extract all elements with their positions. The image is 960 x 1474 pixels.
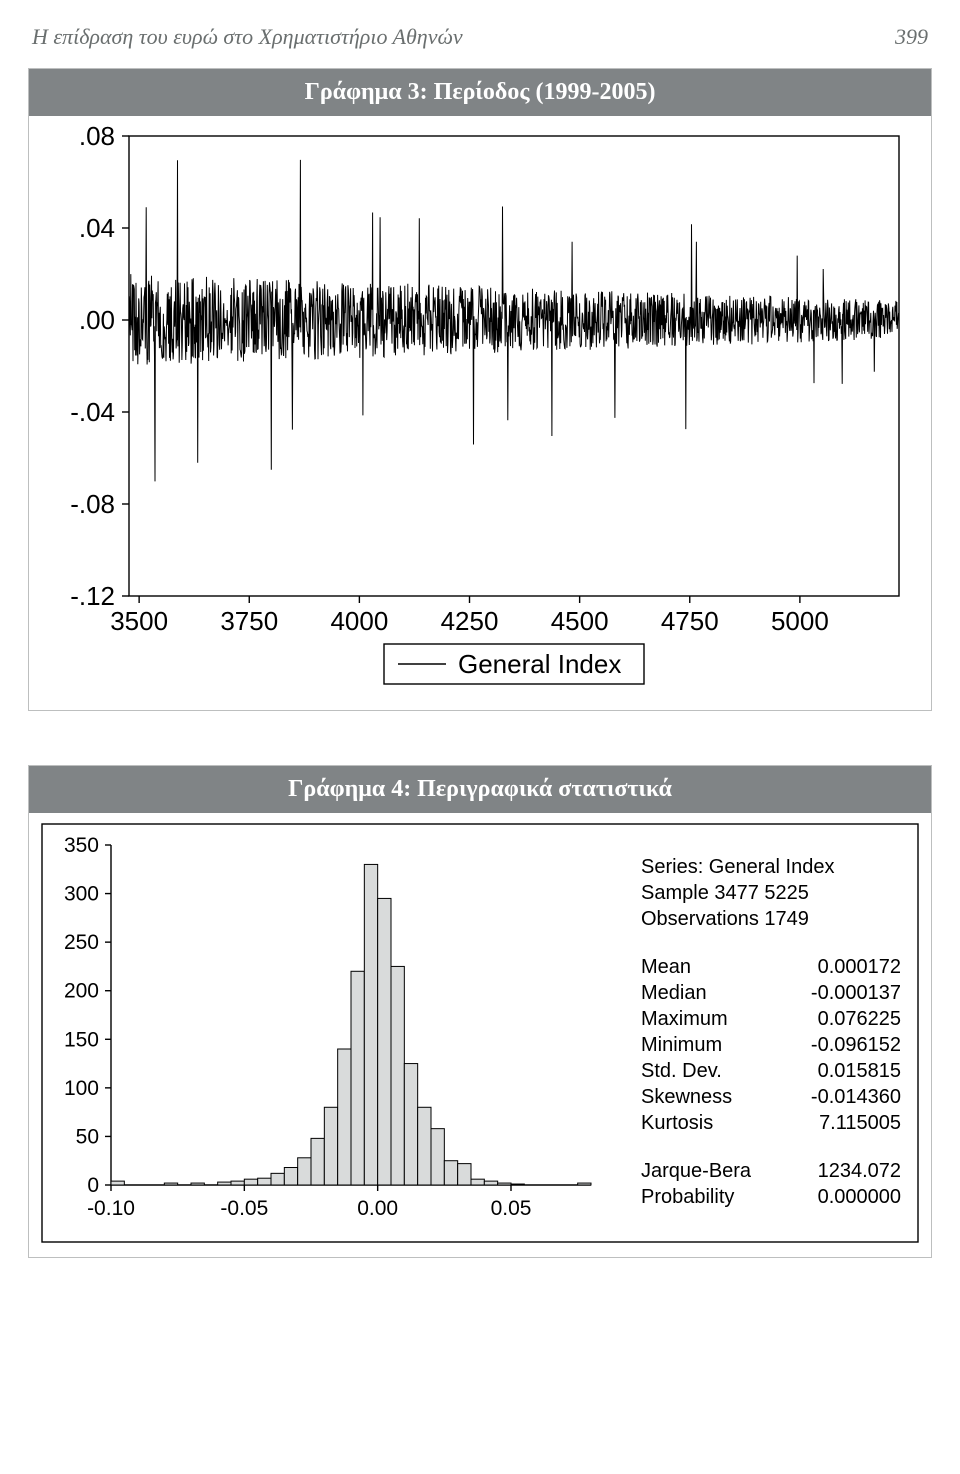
svg-text:Median: Median <box>641 982 707 1004</box>
svg-text:-.04: -.04 <box>70 397 115 427</box>
svg-text:.04: .04 <box>79 213 115 243</box>
svg-text:4250: 4250 <box>441 606 499 636</box>
svg-text:0.00: 0.00 <box>357 1197 398 1220</box>
svg-text:Sample 3477 5225: Sample 3477 5225 <box>641 882 809 904</box>
svg-text:.00: .00 <box>79 305 115 335</box>
svg-text:Maximum: Maximum <box>641 1008 728 1030</box>
svg-text:-0.014360: -0.014360 <box>811 1086 901 1108</box>
svg-text:100: 100 <box>64 1077 99 1100</box>
svg-text:3750: 3750 <box>220 606 278 636</box>
svg-text:250: 250 <box>64 931 99 954</box>
svg-text:-0.000137: -0.000137 <box>811 982 901 1004</box>
svg-text:4000: 4000 <box>330 606 388 636</box>
figure-3-title: Γράφημα 3: Περίοδος (1999-2005) <box>29 69 931 116</box>
svg-text:Jarque-Bera: Jarque-Bera <box>641 1160 752 1182</box>
svg-text:Minimum: Minimum <box>641 1034 722 1056</box>
svg-text:5000: 5000 <box>771 606 829 636</box>
svg-text:Std. Dev.: Std. Dev. <box>641 1060 722 1082</box>
svg-text:-0.10: -0.10 <box>87 1197 135 1220</box>
figure-4: Γράφημα 4: Περιγραφικά στατιστικά 0 50 100… <box>28 765 932 1258</box>
svg-text:Skewness: Skewness <box>641 1086 732 1108</box>
svg-text:200: 200 <box>64 980 99 1003</box>
figure-4-title: Γράφημα 4: Περιγραφικά στατιστικά <box>29 766 931 813</box>
svg-text:Mean: Mean <box>641 956 691 978</box>
svg-text:-0.05: -0.05 <box>220 1197 268 1220</box>
chart-3-svg: -.12 -.08 -.04 .00 .04 .08 3500 3750 4000 4250 450… <box>41 126 919 696</box>
svg-text:Series: General Index: Series: General Index <box>641 856 834 878</box>
svg-text:-0.096152: -0.096152 <box>811 1034 901 1056</box>
svg-text:0.015815: 0.015815 <box>818 1060 901 1082</box>
svg-text:General Index: General Index <box>458 649 621 679</box>
svg-text:4500: 4500 <box>551 606 609 636</box>
svg-text:Kurtosis: Kurtosis <box>641 1112 713 1134</box>
svg-text:150: 150 <box>64 1028 99 1051</box>
svg-text:7.115005: 7.115005 <box>819 1112 901 1134</box>
svg-text:3500: 3500 <box>110 606 168 636</box>
running-head: Η επίδραση του ευρώ στο Χρηματιστήριο Αθ… <box>32 24 928 50</box>
svg-text:-.12: -.12 <box>70 581 115 611</box>
svg-text:300: 300 <box>64 883 99 906</box>
svg-text:0.076225: 0.076225 <box>818 1008 901 1030</box>
svg-text:-.08: -.08 <box>70 489 115 519</box>
svg-text:Observations 1749: Observations 1749 <box>641 908 809 930</box>
svg-text:350: 350 <box>64 834 99 857</box>
page-number: 399 <box>895 24 928 50</box>
svg-text:0.000000: 0.000000 <box>818 1186 901 1208</box>
svg-text:0.05: 0.05 <box>491 1197 532 1220</box>
svg-text:1234.072: 1234.072 <box>818 1160 901 1182</box>
svg-text:50: 50 <box>76 1125 99 1148</box>
svg-text:0.000172: 0.000172 <box>818 956 901 978</box>
svg-text:.08: .08 <box>79 126 115 151</box>
svg-text:0: 0 <box>87 1174 99 1197</box>
figure-3: Γράφημα 3: Περίοδος (1999-2005) -.12 -.08… <box>28 68 932 711</box>
chart-4-svg: 0 50 100 150 200 250 300 350 -0.10 -0.05 0.00 0.05 S… <box>41 823 919 1243</box>
svg-text:4750: 4750 <box>661 606 719 636</box>
running-title: Η επίδραση του ευρώ στο Χρηματιστήριο Αθ… <box>32 24 463 50</box>
svg-text:Probability: Probability <box>641 1186 734 1208</box>
